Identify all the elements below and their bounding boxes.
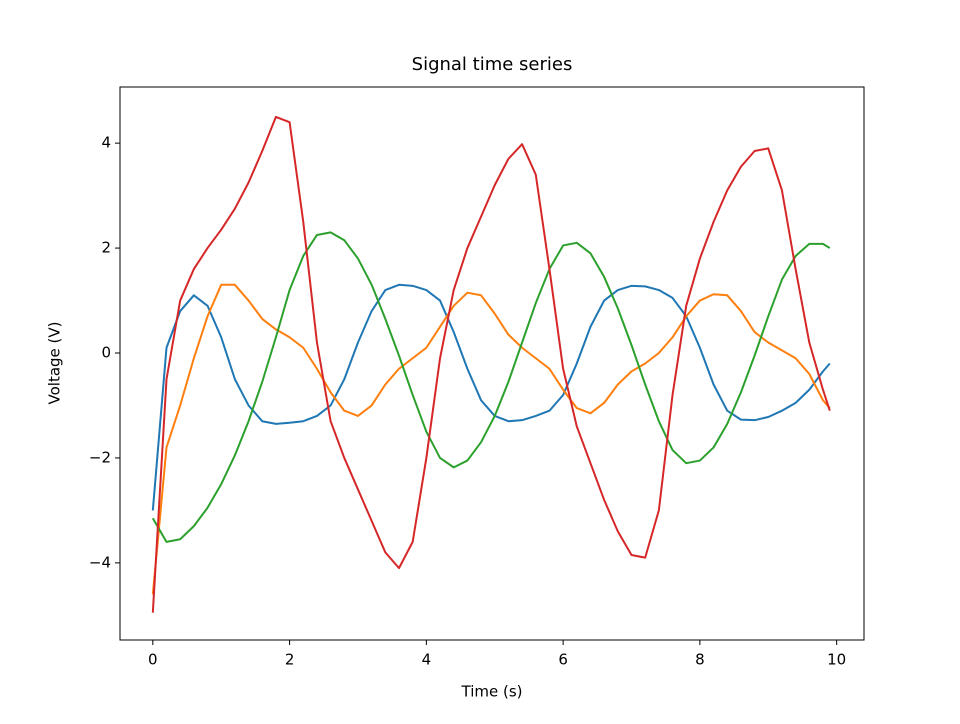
x-tick-label: 4 (422, 651, 432, 669)
y-tick-label: 0 (101, 344, 111, 362)
y-axis-label: Voltage (V) (46, 322, 64, 405)
x-tick-label: 6 (558, 651, 568, 669)
line-series (151, 283, 831, 511)
x-tick-label: 0 (148, 651, 158, 669)
y-tick-label: −2 (89, 448, 111, 466)
line-series (151, 115, 831, 613)
x-tick-label: 2 (285, 651, 295, 669)
plot-frame (119, 86, 865, 641)
x-tick-label: 8 (695, 651, 705, 669)
x-axis-label: Time (s) (461, 683, 523, 701)
chart-title: Signal time series (412, 54, 573, 75)
x-tick-label: 10 (827, 651, 846, 669)
line-series (151, 231, 831, 543)
y-tick-label: −4 (89, 553, 111, 571)
line-series (151, 283, 831, 595)
y-tick-label: 4 (101, 134, 111, 152)
y-tick-label: 2 (101, 239, 111, 257)
